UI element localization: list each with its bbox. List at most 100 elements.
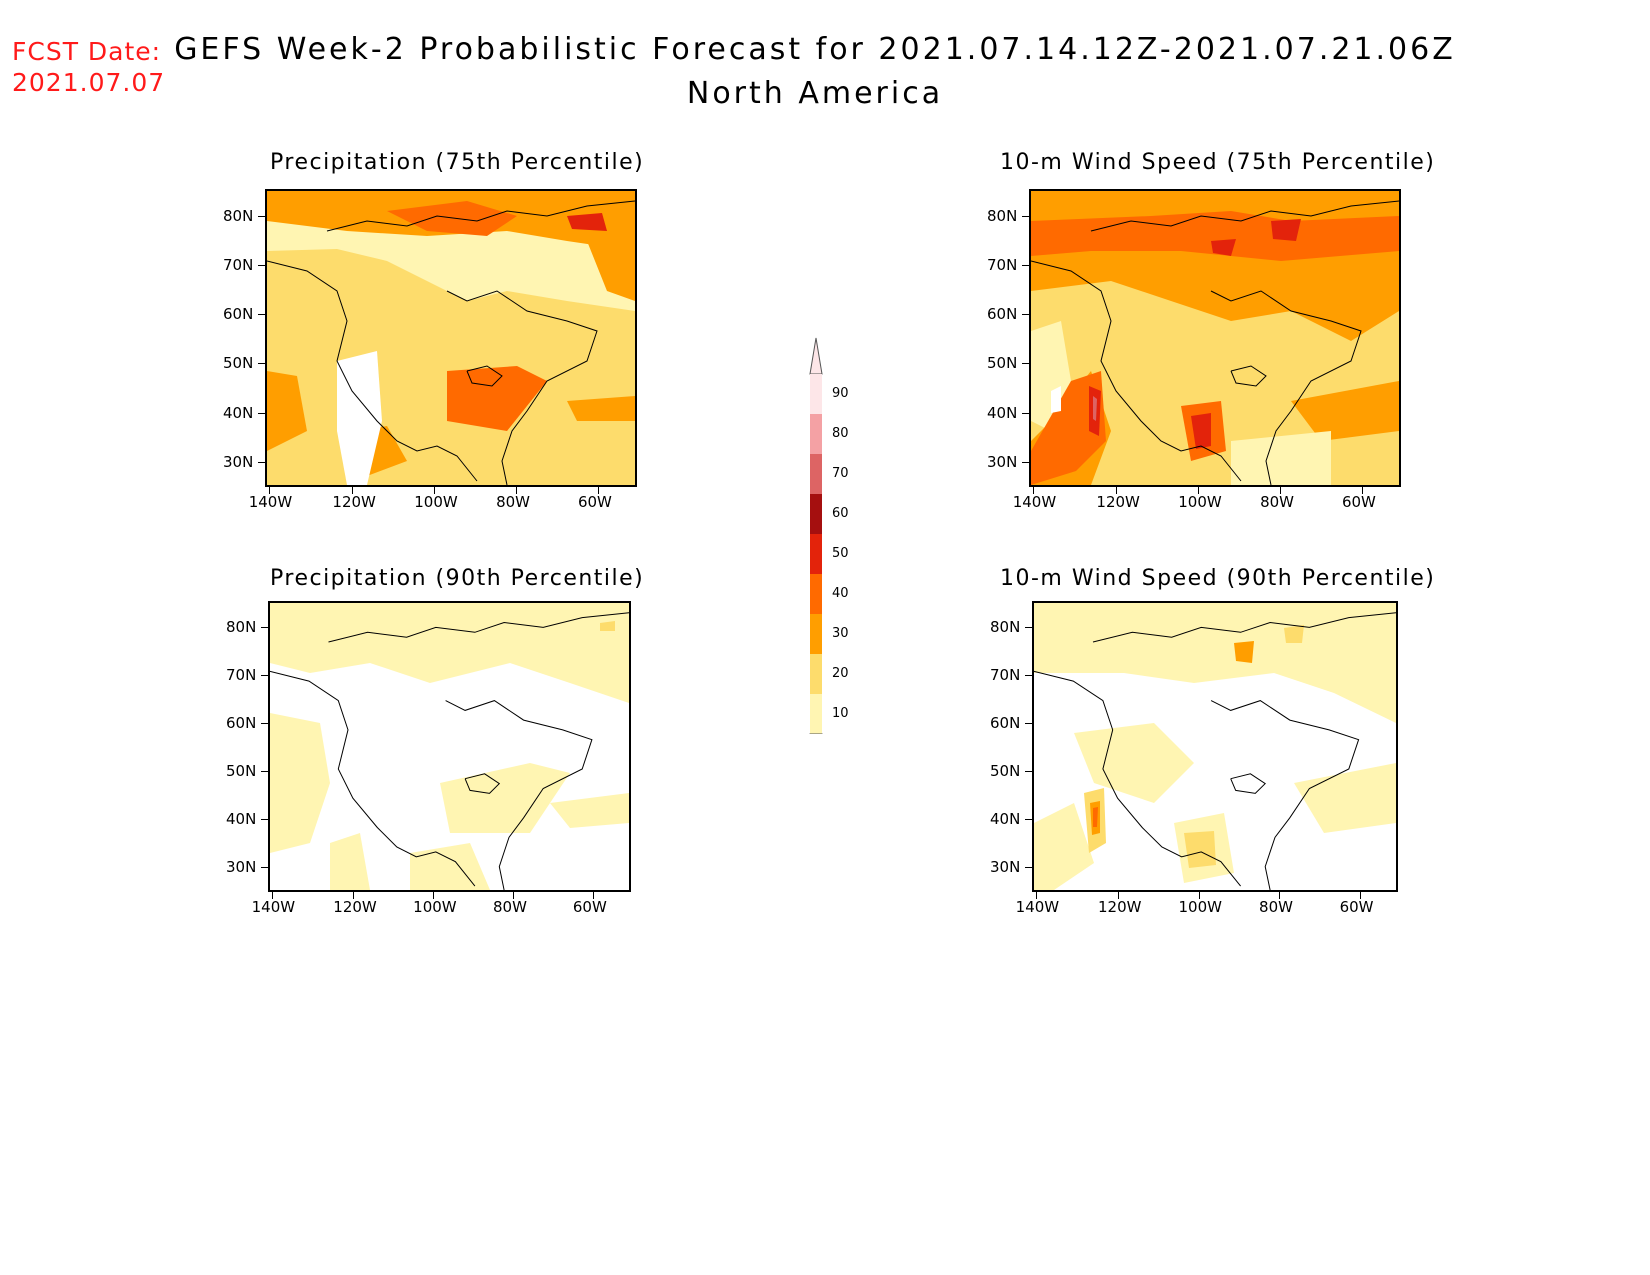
lon-tick bbox=[516, 487, 518, 494]
lon-label-wind-75: 60W bbox=[1341, 493, 1376, 511]
lat-tick bbox=[1022, 461, 1029, 463]
colorbar-swatch bbox=[810, 694, 822, 734]
lon-tick bbox=[513, 892, 515, 899]
lon-label-wind-90: 140W bbox=[1015, 898, 1060, 916]
colorbar-label: 20 bbox=[832, 666, 849, 681]
colorbar-swatch bbox=[810, 374, 822, 414]
map-precip-75 bbox=[265, 189, 637, 487]
colorbar-swatch bbox=[810, 534, 822, 574]
colorbar-swatch bbox=[810, 414, 822, 454]
colorbar-label: 50 bbox=[832, 546, 849, 561]
lon-label-precip-90: 100W bbox=[413, 898, 457, 916]
colorbar-swatch bbox=[810, 614, 822, 654]
east-coastline bbox=[445, 700, 593, 890]
colorbar-label: 60 bbox=[832, 506, 849, 521]
lat-label-precip-75: 30N bbox=[223, 452, 254, 471]
forecast-date-value: 2021.07.07 bbox=[12, 68, 166, 97]
lon-tick bbox=[1118, 892, 1119, 899]
colorbar-swatch bbox=[810, 494, 822, 534]
lat-label-wind-75: 60N bbox=[987, 305, 1018, 324]
lat-tick bbox=[1025, 723, 1032, 725]
lat-tick bbox=[1025, 867, 1032, 869]
lon-label-wind-90: 100W bbox=[1178, 898, 1222, 916]
lon-label-precip-90: 140W bbox=[251, 898, 296, 916]
arctic-islands bbox=[1090, 200, 1399, 232]
lat-tick bbox=[1022, 363, 1029, 365]
lat-label-wind-75: 40N bbox=[987, 403, 1018, 422]
lon-label-precip-90: 80W bbox=[493, 898, 527, 916]
map-precip-90 bbox=[268, 601, 631, 892]
lon-label-wind-75: 80W bbox=[1260, 493, 1295, 511]
lat-label-precip-90: 80N bbox=[226, 618, 257, 637]
lat-label-precip-75: 40N bbox=[223, 403, 254, 422]
colorbar-label: 40 bbox=[832, 586, 849, 601]
lat-tick bbox=[258, 363, 265, 365]
arctic-islands bbox=[328, 612, 629, 643]
lat-tick bbox=[1025, 627, 1032, 629]
east-coastline bbox=[1210, 700, 1360, 890]
lon-tick bbox=[352, 487, 354, 494]
colorbar-swatch bbox=[810, 574, 822, 614]
lat-tick bbox=[1022, 314, 1029, 316]
map-wind-90 bbox=[1032, 601, 1398, 892]
wind-75-field bbox=[1031, 191, 1399, 485]
panel-title-precip-75: Precipitation (75th Percentile) bbox=[270, 150, 645, 175]
lon-label-precip-90: 120W bbox=[333, 898, 377, 916]
lat-tick bbox=[261, 627, 268, 629]
precip-90-field bbox=[270, 603, 629, 890]
lat-tick bbox=[1025, 819, 1032, 821]
colorbar-swatch bbox=[810, 454, 822, 494]
page-title: GEFS Week-2 Probabilistic Forecast for 2… bbox=[174, 32, 1456, 67]
lat-label-wind-90: 60N bbox=[990, 714, 1021, 733]
lon-label-precip-75: 80W bbox=[496, 493, 531, 511]
map-wind-75 bbox=[1029, 189, 1401, 487]
lon-label-wind-90: 120W bbox=[1098, 898, 1142, 916]
lat-label-wind-75: 70N bbox=[987, 255, 1018, 274]
lon-tick bbox=[434, 487, 436, 494]
lat-tick bbox=[261, 771, 268, 773]
lon-tick bbox=[592, 892, 594, 899]
colorbar-label: 90 bbox=[832, 386, 849, 401]
lat-label-wind-75: 50N bbox=[987, 354, 1018, 373]
lon-label-precip-75: 100W bbox=[414, 493, 458, 511]
lat-tick bbox=[1025, 675, 1032, 677]
great-lakes bbox=[464, 773, 501, 794]
lat-tick bbox=[258, 215, 265, 217]
panel-title-precip-90: Precipitation (90th Percentile) bbox=[270, 566, 645, 591]
panel-title-wind-75: 10-m Wind Speed (75th Percentile) bbox=[1000, 150, 1436, 175]
lat-label-wind-90: 70N bbox=[990, 666, 1021, 685]
lat-label-precip-90: 30N bbox=[226, 858, 257, 877]
great-lakes bbox=[466, 365, 503, 387]
lon-tick bbox=[1116, 487, 1118, 494]
colorbar-swatch bbox=[810, 654, 822, 694]
west-coastline bbox=[1031, 260, 1242, 482]
lon-label-wind-75: 120W bbox=[1096, 493, 1140, 511]
forecast-date: FCST Date: 2021.07.07 bbox=[12, 36, 165, 98]
lat-tick bbox=[258, 264, 265, 266]
lon-label-precip-75: 140W bbox=[248, 493, 293, 511]
lon-tick bbox=[1198, 892, 1200, 899]
lat-tick bbox=[1022, 412, 1029, 414]
colorbar-top-arrow bbox=[809, 337, 823, 375]
forecast-date-label: FCST Date: bbox=[12, 37, 162, 66]
lat-tick bbox=[258, 314, 265, 316]
lat-label-precip-90: 40N bbox=[226, 810, 257, 829]
page-subtitle: North America bbox=[686, 76, 944, 111]
lon-tick bbox=[268, 487, 270, 494]
lon-label-precip-75: 60W bbox=[577, 493, 612, 511]
colorbar-label: 70 bbox=[832, 466, 849, 481]
lat-label-wind-90: 40N bbox=[990, 810, 1021, 829]
lat-label-wind-75: 30N bbox=[987, 452, 1018, 471]
lat-tick bbox=[1022, 215, 1029, 217]
lat-tick bbox=[1022, 264, 1029, 266]
lat-tick bbox=[258, 461, 265, 463]
lat-tick bbox=[1025, 771, 1032, 773]
great-lakes bbox=[1230, 773, 1266, 794]
east-coastline bbox=[446, 290, 598, 485]
panel-title-wind-90: 10-m Wind Speed (90th Percentile) bbox=[1000, 566, 1436, 591]
colorbar: 90 80 70 60 50 40 30 20 10 bbox=[806, 334, 866, 771]
lon-tick bbox=[1359, 892, 1361, 899]
lat-label-wind-90: 80N bbox=[990, 618, 1021, 637]
lat-label-wind-90: 30N bbox=[990, 858, 1021, 877]
east-coastline bbox=[1210, 290, 1362, 485]
